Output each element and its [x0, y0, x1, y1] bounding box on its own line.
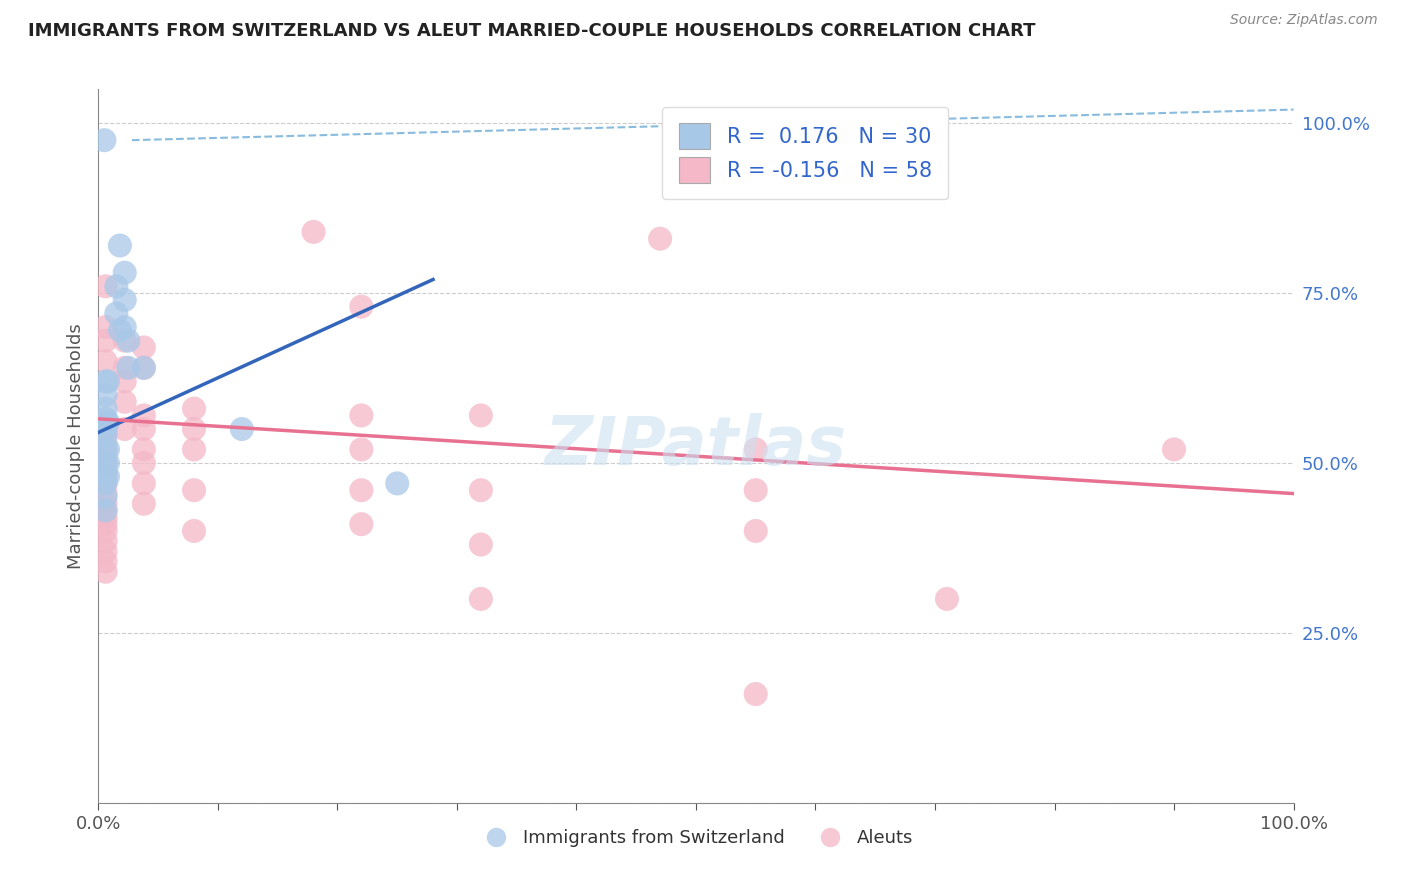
Point	[302, 225, 325, 239]
Point	[94, 524, 117, 538]
Point	[114, 334, 136, 348]
Point	[745, 442, 768, 457]
Point	[117, 360, 139, 375]
Point	[94, 555, 117, 569]
Point	[132, 341, 155, 355]
Point	[94, 565, 117, 579]
Point	[94, 534, 117, 549]
Point	[108, 238, 131, 252]
Point	[132, 497, 155, 511]
Point	[385, 476, 409, 491]
Point	[132, 476, 155, 491]
Point	[94, 320, 117, 334]
Point	[114, 375, 136, 389]
Y-axis label: Married-couple Households: Married-couple Households	[66, 323, 84, 569]
Point	[94, 510, 117, 524]
Point	[114, 422, 136, 436]
Point	[97, 442, 120, 457]
Point	[94, 415, 117, 429]
Point	[94, 476, 117, 491]
Point	[94, 435, 117, 450]
Point	[108, 323, 131, 337]
Point	[745, 687, 768, 701]
Point	[114, 360, 136, 375]
Point	[350, 483, 373, 498]
Point	[105, 279, 128, 293]
Point	[94, 425, 117, 440]
Point	[132, 409, 155, 423]
Point	[183, 483, 205, 498]
Point	[97, 375, 120, 389]
Point	[132, 456, 155, 470]
Text: ZIPatlas: ZIPatlas	[546, 413, 846, 479]
Text: IMMIGRANTS FROM SWITZERLAND VS ALEUT MARRIED-COUPLE HOUSEHOLDS CORRELATION CHART: IMMIGRANTS FROM SWITZERLAND VS ALEUT MAR…	[28, 22, 1036, 40]
Point	[350, 442, 373, 457]
Point	[105, 306, 128, 320]
Point	[183, 442, 205, 457]
Point	[94, 517, 117, 532]
Point	[1163, 442, 1185, 457]
Point	[94, 503, 117, 517]
Point	[132, 360, 155, 375]
Point	[94, 503, 117, 517]
Point	[183, 524, 205, 538]
Point	[470, 483, 492, 498]
Point	[94, 401, 117, 416]
Point	[94, 490, 117, 504]
Point	[132, 422, 155, 436]
Point	[132, 442, 155, 457]
Text: Source: ZipAtlas.com: Source: ZipAtlas.com	[1230, 13, 1378, 28]
Point	[745, 524, 768, 538]
Point	[94, 449, 117, 463]
Point	[94, 442, 117, 457]
Point	[94, 388, 117, 402]
Point	[117, 334, 139, 348]
Point	[97, 469, 120, 483]
Point	[94, 442, 117, 457]
Point	[745, 483, 768, 498]
Point	[94, 334, 117, 348]
Point	[94, 279, 117, 293]
Point	[94, 476, 117, 491]
Point	[94, 412, 117, 426]
Point	[94, 422, 117, 436]
Point	[470, 409, 492, 423]
Point	[470, 537, 492, 551]
Point	[94, 456, 117, 470]
Point	[114, 266, 136, 280]
Point	[94, 486, 117, 500]
Point	[648, 232, 672, 246]
Point	[183, 401, 205, 416]
Point	[350, 517, 373, 532]
Point	[114, 293, 136, 307]
Point	[94, 375, 117, 389]
Point	[94, 497, 117, 511]
Point	[94, 469, 117, 483]
Point	[470, 591, 492, 606]
Legend: Immigrants from Switzerland, Aleuts: Immigrants from Switzerland, Aleuts	[471, 822, 921, 855]
Point	[93, 133, 115, 147]
Point	[231, 422, 253, 436]
Point	[936, 591, 959, 606]
Point	[183, 422, 205, 436]
Point	[132, 360, 155, 375]
Point	[114, 320, 136, 334]
Point	[94, 429, 117, 443]
Point	[94, 544, 117, 558]
Point	[350, 300, 373, 314]
Point	[94, 456, 117, 470]
Point	[94, 466, 117, 480]
Point	[97, 415, 120, 429]
Point	[350, 409, 373, 423]
Point	[94, 463, 117, 477]
Point	[94, 354, 117, 368]
Point	[114, 394, 136, 409]
Point	[97, 456, 120, 470]
